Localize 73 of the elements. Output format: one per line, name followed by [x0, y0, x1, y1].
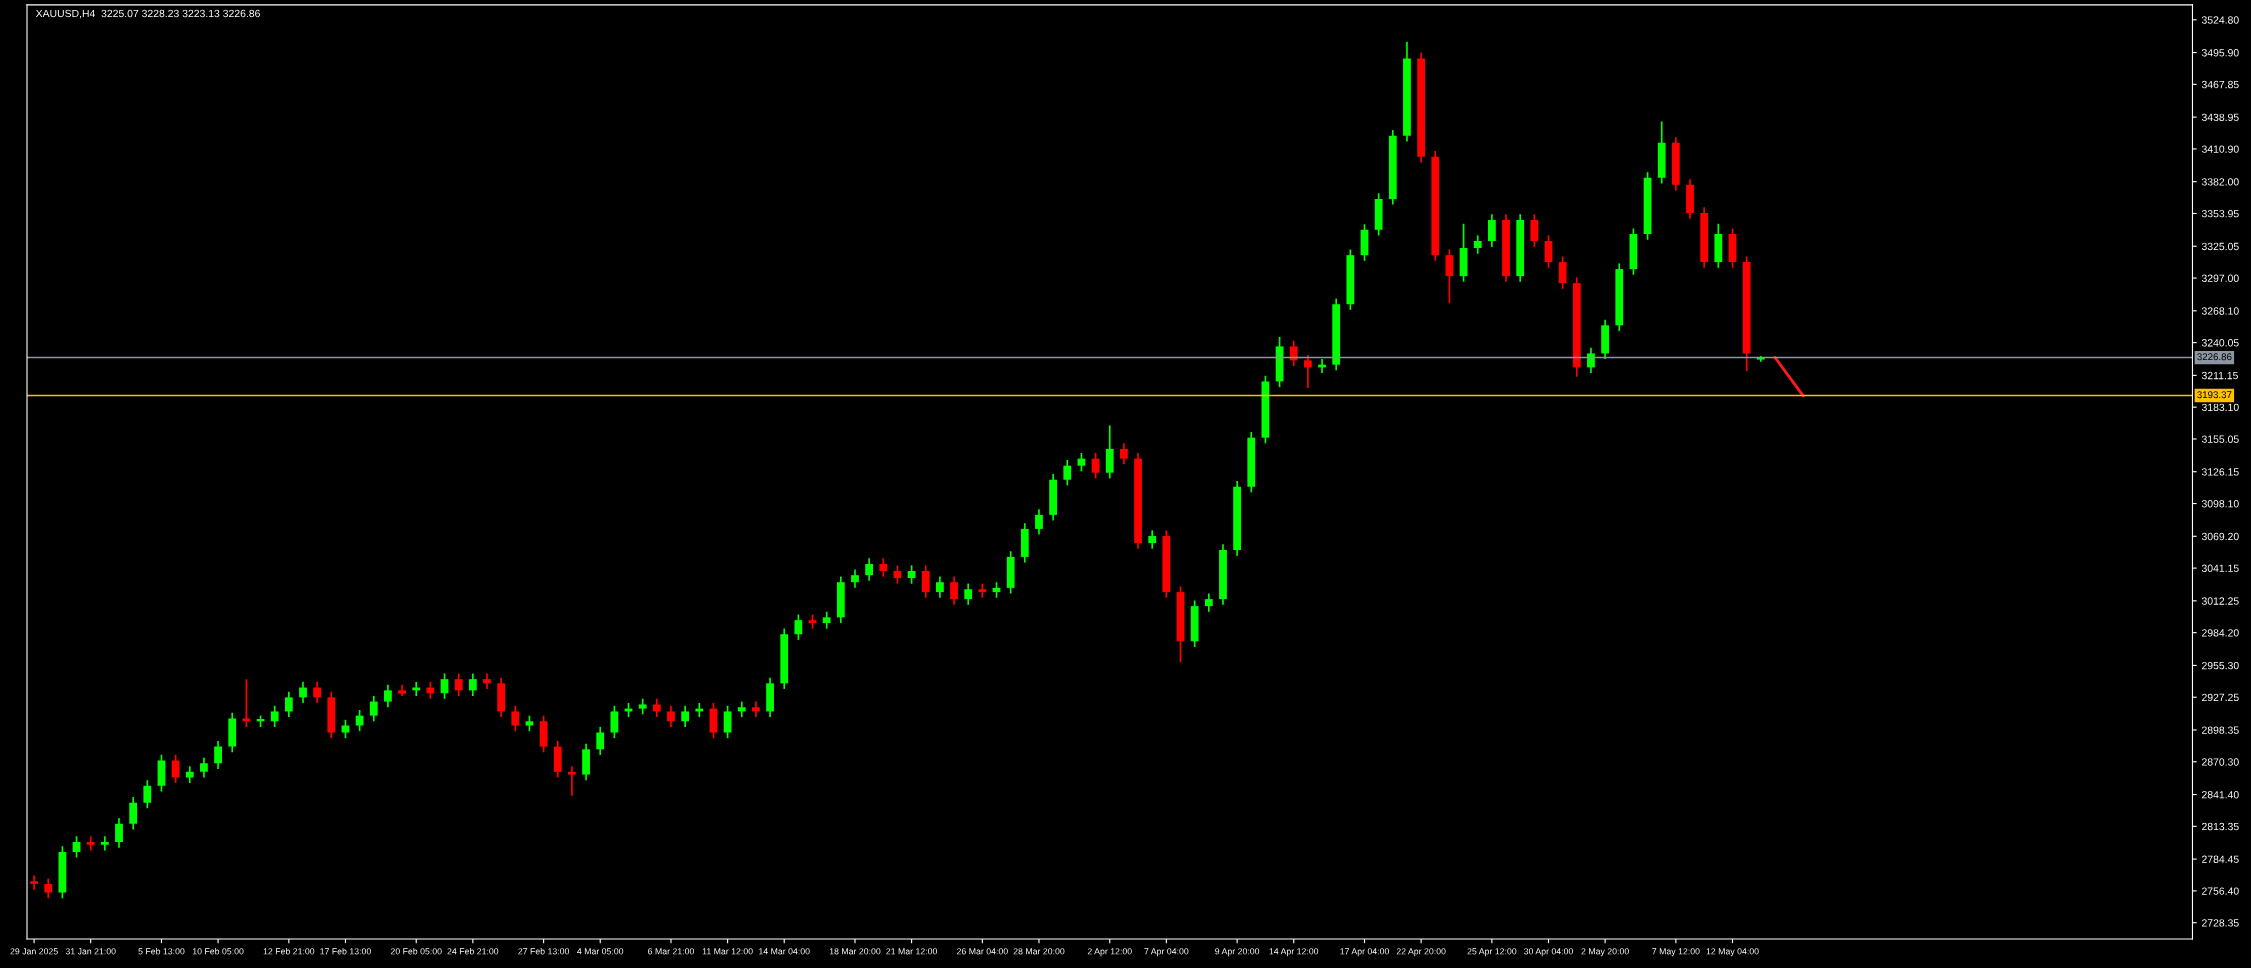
candlestick [1346, 248, 1355, 311]
candlestick [638, 697, 647, 716]
y-tick-label: 3240.05 [2201, 339, 2239, 347]
y-tick-label: 2927.25 [2202, 693, 2239, 702]
y-tick-label: 3098.10 [2201, 500, 2239, 508]
x-tick-label: 6 Mar 21:00 [648, 948, 694, 955]
candlestick [539, 714, 548, 754]
y-tick-label: 3410.90 [2201, 145, 2239, 153]
x-tick-label: 5 Feb 13:00 [138, 947, 185, 955]
x-tick-label: 12 May 04:00 [1706, 948, 1759, 957]
y-tick-label: 3325.05 [2201, 242, 2239, 251]
x-tick-label: 31 Jan 21:00 [65, 948, 116, 955]
y-tick-label: 3012.25 [2201, 597, 2239, 605]
x-tick-label: 18 Mar 20:00 [829, 948, 881, 955]
y-tick-label: 3467.85 [2201, 80, 2239, 89]
y-tick-label: 2955.30 [2202, 661, 2239, 670]
candlestick [1558, 255, 1567, 290]
ref-line-label: 3226.86 [2197, 353, 2232, 361]
y-tick-label: 2984.20 [2202, 629, 2239, 637]
y-tick-label: 2756.40 [2202, 887, 2239, 895]
x-tick-label: 14 Apr 12:00 [1269, 948, 1319, 957]
y-tick-label: 3297.00 [2201, 274, 2239, 282]
y-tick-label: 2728.35 [2202, 919, 2239, 927]
x-tick-label: 7 Apr 04:00 [1144, 948, 1189, 957]
candlestick [610, 704, 619, 740]
y-tick-label: 3211.15 [2201, 371, 2238, 380]
x-tick-label: 17 Feb 13:00 [320, 947, 371, 955]
chart-title: XAUUSD,H4 3225.07 3228.23 3223.13 3226.86 [35, 9, 260, 19]
candlestick [1742, 255, 1751, 372]
y-tick-label: 3382.00 [2201, 178, 2239, 186]
x-tick-label: 30 Apr 04:00 [1524, 948, 1573, 957]
y-tick-label: 3268.10 [2201, 307, 2239, 315]
x-tick-label: 20 Feb 05:00 [390, 947, 442, 955]
candlestick [794, 613, 803, 641]
y-tick-label: 3438.95 [2201, 113, 2239, 121]
x-tick-label: 12 Feb 21:00 [263, 947, 315, 955]
y-tick-label: 2784.45 [2202, 855, 2239, 863]
y-tick-label: 3041.15 [2201, 564, 2239, 572]
x-tick-label: 27 Feb 13:00 [518, 947, 570, 955]
candlestick [1714, 222, 1723, 269]
x-tick-label: 14 Mar 04:00 [759, 948, 810, 955]
y-tick-label: 3126.15 [2201, 468, 2239, 476]
x-tick-label: 9 Apr 20:00 [1215, 948, 1260, 957]
y-tick-label: 2813.35 [2202, 822, 2239, 831]
candlestick [242, 678, 251, 728]
x-tick-label: 4 Mar 05:00 [577, 948, 624, 955]
x-tick-label: 26 Mar 04:00 [957, 948, 1008, 955]
ref-line-label: 3193.37 [2197, 391, 2232, 399]
x-tick-label: 2 May 20:00 [1581, 948, 1629, 957]
x-tick-label: 10 Feb 05:00 [192, 947, 244, 955]
candlestick [398, 683, 406, 697]
y-tick-label: 3183.10 [2201, 403, 2239, 412]
x-tick-label: 11 Mar 12:00 [702, 948, 753, 955]
x-tick-label: 2 Apr 12:00 [1087, 948, 1132, 957]
candlestick [1530, 213, 1539, 248]
y-tick-label: 3155.05 [2201, 435, 2239, 443]
candlestick [1162, 529, 1171, 599]
x-tick-label: 21 Mar 12:00 [886, 948, 938, 955]
y-tick-label: 3495.90 [2201, 49, 2239, 57]
x-tick-label: 29 Jan 2025 [10, 948, 58, 955]
y-tick-label: 2870.30 [2202, 758, 2239, 766]
candlestick [1374, 192, 1383, 237]
x-tick-label: 28 Mar 20:00 [1013, 948, 1065, 955]
x-tick-label: 17 Apr 04:00 [1340, 948, 1389, 957]
x-tick-label: 7 May 12:00 [1652, 948, 1700, 957]
x-tick-label: 25 Apr 12:00 [1467, 948, 1517, 957]
y-tick-label: 3353.95 [2201, 209, 2239, 218]
x-tick-label: 24 Feb 21:00 [447, 947, 499, 955]
y-tick-label: 2898.35 [2202, 726, 2239, 734]
y-tick-label: 2841.40 [2202, 791, 2239, 799]
y-tick-label: 3069.20 [2201, 532, 2239, 541]
x-tick-label: 22 Apr 20:00 [1396, 948, 1446, 957]
y-tick-label: 3524.80 [2201, 16, 2239, 24]
